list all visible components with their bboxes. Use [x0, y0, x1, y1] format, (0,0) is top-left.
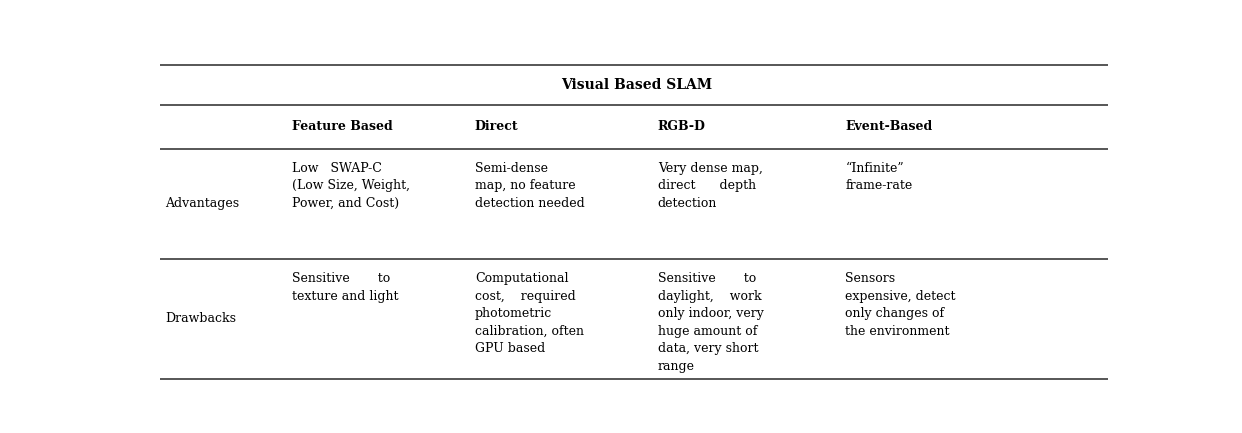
Text: Feature Based: Feature Based — [292, 120, 392, 133]
Text: Sensitive       to
texture and light: Sensitive to texture and light — [292, 272, 399, 303]
Text: Semi-dense
map, no feature
detection needed: Semi-dense map, no feature detection nee… — [474, 162, 585, 210]
Text: RGB-D: RGB-D — [658, 120, 705, 133]
Text: Drawbacks: Drawbacks — [165, 312, 236, 325]
Text: Advantages: Advantages — [165, 197, 238, 210]
Text: Event-Based: Event-Based — [846, 120, 933, 133]
Text: Computational
cost,    required
photometric
calibration, often
GPU based: Computational cost, required photometric… — [474, 272, 584, 355]
Text: Sensitive       to
daylight,    work
only indoor, very
huge amount of
data, very: Sensitive to daylight, work only indoor,… — [658, 272, 764, 372]
Text: Low   SWAP-C
(Low Size, Weight,
Power, and Cost): Low SWAP-C (Low Size, Weight, Power, and… — [292, 162, 410, 210]
Text: Very dense map,
direct      depth
detection: Very dense map, direct depth detection — [658, 162, 763, 210]
Text: Direct: Direct — [474, 120, 518, 133]
Text: Visual Based SLAM: Visual Based SLAM — [561, 78, 712, 92]
Text: “Infinite”
frame-rate: “Infinite” frame-rate — [846, 162, 913, 193]
Text: Sensors
expensive, detect
only changes of
the environment: Sensors expensive, detect only changes o… — [846, 272, 956, 337]
